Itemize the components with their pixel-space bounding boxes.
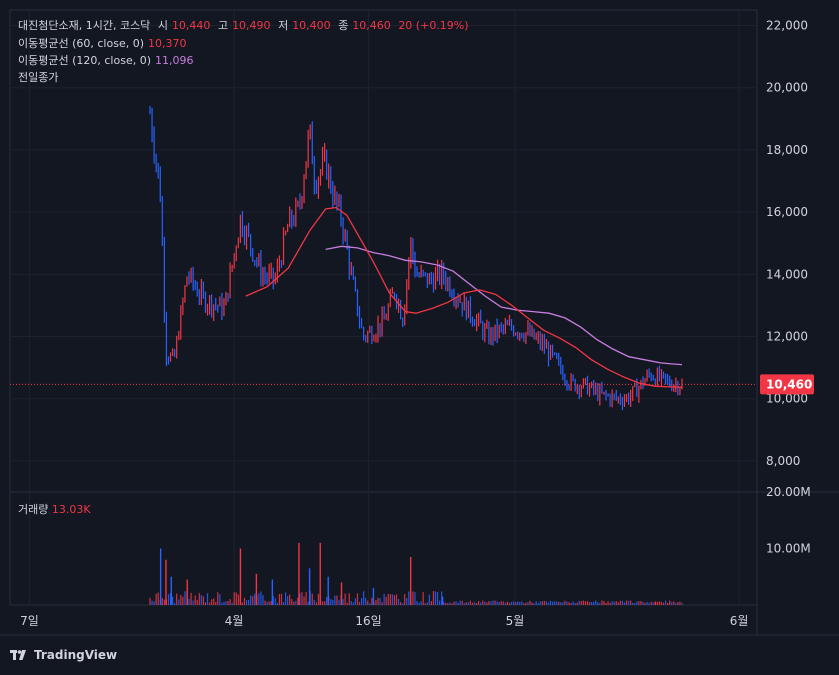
- tradingview-icon: [10, 650, 26, 660]
- last-price-tag: 10,460: [760, 374, 814, 395]
- change-value: 20 (+0.19%): [398, 19, 469, 32]
- price-tick-label: 14,000: [766, 267, 808, 281]
- close-value: 10,460: [352, 19, 391, 32]
- ma60-legend[interactable]: 이동평균선 (60, close, 0) 10,370: [18, 37, 187, 50]
- time-tick-label: 7일: [20, 614, 39, 628]
- prev-close-legend[interactable]: 전일종가: [18, 71, 59, 84]
- ma60-line: [245, 206, 683, 388]
- price-tick-label: 20,000: [766, 81, 808, 95]
- price-bars: [149, 105, 683, 411]
- open-value: 10,440: [171, 19, 211, 32]
- ma120-line: [325, 245, 683, 366]
- high-value: 10,490: [232, 19, 271, 32]
- volume-bars: [149, 542, 683, 605]
- tradingview-logo[interactable]: TradingView: [10, 645, 117, 665]
- volume-axis: 20.00M 10.00M: [766, 485, 811, 556]
- symbol-name: 대진첨단소재, 1시간, 코스닥: [18, 19, 151, 32]
- time-tick-label: 4월: [225, 614, 244, 628]
- low-value: 10,400: [292, 19, 331, 32]
- price-tick-label: 8,000: [766, 454, 800, 468]
- time-tick-label: 16일: [355, 614, 381, 628]
- price-tick-label: 10,000: [766, 392, 808, 406]
- time-tick-label: 5월: [506, 614, 525, 628]
- price-tick-label: 22,000: [766, 19, 808, 33]
- time-axis: 7일 4월 16일 5월 6월: [20, 614, 748, 628]
- price-axis: 22,000 20,000 18,000 16,000 14,000 12,000 10,0…: [766, 19, 808, 468]
- time-tick-label: 6월: [730, 614, 749, 628]
- price-tick-label: 16,000: [766, 205, 808, 219]
- pane-border: [9, 9, 758, 606]
- volume-tick-label: 10.00M: [766, 542, 811, 556]
- symbol-legend: 대진첨단소재, 1시간, 코스닥 시 10,440 고 10,490 저 10,400…: [18, 19, 469, 32]
- price-tick-label: 18,000: [766, 143, 808, 157]
- brand-name: TradingView: [34, 648, 118, 662]
- volume-tick-label: 20.00M: [766, 485, 811, 499]
- price-tick-label: 12,000: [766, 330, 808, 344]
- grid: [0, 9, 839, 636]
- volume-value: 13.03K: [51, 503, 91, 516]
- volume-legend[interactable]: 거래량 13.03K: [18, 503, 91, 516]
- last-price-label: 10,460: [766, 377, 812, 391]
- ma120-legend[interactable]: 이동평균선 (120, close, 0) 11,096: [18, 54, 194, 67]
